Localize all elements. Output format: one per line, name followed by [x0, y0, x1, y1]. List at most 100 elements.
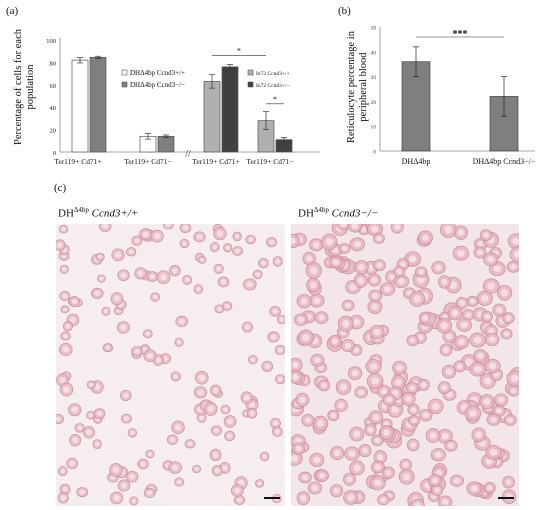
cell-center — [332, 259, 339, 266]
cell-center — [512, 237, 519, 245]
cell-center — [489, 448, 498, 456]
red-blood-cell — [507, 385, 519, 397]
red-blood-cell — [334, 398, 348, 412]
red-blood-cell — [58, 342, 73, 356]
cell-center — [63, 333, 68, 339]
red-blood-cell — [291, 357, 303, 372]
red-blood-cell — [295, 392, 310, 407]
red-blood-cell — [298, 471, 312, 484]
cell-center — [311, 485, 319, 491]
cell-center — [187, 441, 193, 446]
chart-a-sig-star-1: * — [273, 95, 277, 104]
cell-center — [94, 290, 101, 296]
cell-center — [473, 365, 482, 373]
red-blood-cell — [335, 379, 352, 395]
chart-b-xlabel-1: DHΔ4bp Ccnd3−/− — [473, 157, 536, 166]
cell-center — [130, 430, 135, 436]
cell-center — [71, 406, 78, 413]
red-blood-cell — [110, 292, 124, 306]
cell-center — [367, 264, 375, 272]
cell-center — [318, 314, 325, 321]
cell-center — [469, 298, 476, 304]
cell-center — [487, 255, 495, 263]
cell-center — [371, 303, 379, 311]
red-blood-cell — [321, 233, 338, 251]
red-blood-cell — [492, 303, 507, 317]
cell-center — [402, 473, 411, 481]
cell-center — [409, 337, 416, 344]
panel-label-b: (b) — [338, 5, 351, 17]
cell-center — [62, 486, 68, 492]
scale-bar-left — [264, 497, 280, 499]
cell-center — [243, 394, 250, 401]
red-blood-cell — [427, 398, 444, 414]
red-blood-cell — [309, 293, 325, 308]
red-blood-cell — [93, 408, 106, 420]
cell-center — [431, 402, 440, 410]
red-blood-cell — [127, 428, 138, 438]
red-blood-cell — [58, 224, 69, 234]
cell-center — [102, 224, 109, 229]
red-blood-cell — [293, 313, 309, 326]
red-blood-cell — [66, 457, 79, 470]
cell-center — [434, 487, 440, 494]
cell-center — [207, 405, 214, 413]
red-blood-cell — [142, 329, 153, 339]
chart-a-ytick-3: 60 — [50, 83, 57, 90]
cell-center — [480, 294, 489, 303]
red-blood-cell — [482, 278, 500, 294]
cell-center — [411, 418, 417, 423]
red-blood-cell — [307, 481, 322, 495]
cell-center — [62, 307, 68, 312]
cell-center — [59, 376, 66, 384]
red-blood-cell — [440, 224, 457, 238]
cell-center — [160, 273, 167, 281]
cell-center — [292, 373, 299, 381]
cell-center — [77, 425, 83, 431]
cell-center — [459, 300, 465, 306]
cell-center — [134, 238, 140, 243]
cell-center — [505, 315, 512, 321]
cell-center — [272, 308, 278, 314]
red-blood-cell — [310, 353, 325, 367]
red-blood-cell — [349, 237, 366, 252]
cell-center — [194, 467, 199, 471]
cell-center — [217, 306, 222, 311]
red-blood-cell — [150, 292, 161, 302]
cell-center — [362, 447, 369, 454]
cell-center — [244, 324, 250, 330]
panel-label-c: (c) — [54, 182, 67, 194]
cell-center — [255, 272, 260, 277]
red-blood-cell — [125, 470, 139, 483]
red-blood-cell — [366, 372, 384, 389]
red-blood-cell — [453, 360, 466, 373]
cell-center — [128, 249, 134, 254]
cell-center — [500, 288, 509, 297]
cell-center — [429, 432, 437, 440]
cell-center — [321, 382, 327, 389]
red-blood-cell — [484, 332, 500, 347]
cell-center — [446, 333, 453, 340]
cell-center — [213, 428, 220, 433]
cell-center — [510, 388, 517, 394]
red-blood-cell — [343, 490, 359, 505]
chart-b-ytick-2: 20 — [371, 100, 377, 106]
cell-center — [444, 225, 453, 234]
cell-center — [212, 452, 219, 458]
red-blood-cell — [349, 460, 365, 476]
red-blood-cell — [493, 393, 509, 407]
red-blood-cell — [210, 384, 222, 397]
red-blood-cell — [291, 233, 300, 249]
red-blood-cell — [143, 487, 156, 499]
cell-center — [196, 234, 203, 240]
red-blood-cell — [353, 273, 368, 288]
cell-center — [260, 260, 266, 266]
red-blood-cell — [240, 391, 253, 404]
cell-center — [374, 479, 382, 487]
cell-center — [496, 306, 503, 313]
cell-center — [279, 317, 284, 322]
red-blood-cell — [309, 452, 325, 468]
chart-a-sig-star-0: * — [237, 47, 241, 56]
cell-center — [234, 487, 241, 494]
cell-center — [383, 285, 392, 293]
